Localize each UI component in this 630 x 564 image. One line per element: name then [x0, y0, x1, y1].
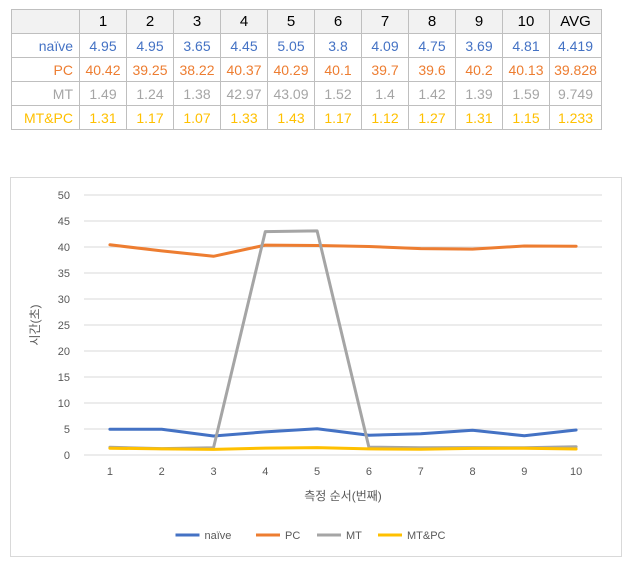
legend-label: PC [285, 530, 300, 542]
series-line-3 [108, 229, 578, 451]
table-cell: 1.4 [361, 81, 409, 106]
y-tick-label: 0 [64, 450, 70, 462]
table-cell: 43.09 [267, 81, 315, 106]
table-header-cell: 4 [220, 9, 268, 34]
x-tick-label: 5 [314, 466, 320, 478]
y-tick-label: 5 [64, 424, 70, 436]
table-header-cell: 5 [267, 9, 315, 34]
table-cell: 40.13 [502, 57, 550, 82]
table-header-cell: 1 [79, 9, 127, 34]
x-tick-label: 7 [418, 466, 424, 478]
x-tick-label: 3 [210, 466, 216, 478]
table-cell: 40.37 [220, 57, 268, 82]
table-cell: 1.27 [408, 105, 456, 130]
table-cell: 3.65 [173, 33, 221, 58]
table-header-cell: 10 [502, 9, 550, 34]
table-cell: 38.22 [173, 57, 221, 82]
series-line-1 [108, 427, 578, 438]
table-corner-cell [11, 9, 80, 34]
x-tick-label: 2 [159, 466, 165, 478]
table-header-cell: 8 [408, 9, 456, 34]
table-cell: 1.59 [502, 81, 550, 106]
y-tick-label: 30 [58, 294, 70, 306]
table-header-row: 1 2 3 4 5 6 7 8 9 10 AVG [11, 9, 602, 34]
table-cell: 1.233 [549, 105, 602, 130]
table-cell: 1.07 [173, 105, 221, 130]
table-cell: 1.33 [220, 105, 268, 130]
line-chart: 0 5 10 15 20 25 30 35 40 45 50 1 2 3 4 5 6 7 8 9 10 측정 순서(번째)… [10, 177, 622, 557]
table-cell: 1.43 [267, 105, 315, 130]
y-tick-label: 25 [58, 320, 70, 332]
table-cell: 1.24 [126, 81, 174, 106]
table-cell: 4.81 [502, 33, 550, 58]
y-tick-label: 40 [58, 242, 70, 254]
table-row: naïve 4.95 4.95 3.65 4.45 5.05 3.8 4.09 4.75 3.69… [11, 33, 602, 58]
table-cell: 4.45 [220, 33, 268, 58]
table-row-label: naïve [11, 33, 80, 58]
y-tick-label: 15 [58, 372, 70, 384]
table-header-cell: 3 [173, 9, 221, 34]
table-row-label: PC [11, 57, 80, 82]
table-header-cell: 9 [455, 9, 503, 34]
table-cell: 42.97 [220, 81, 268, 106]
table-cell: 1.52 [314, 81, 362, 106]
table-cell: 1.42 [408, 81, 456, 106]
table-cell: 40.29 [267, 57, 315, 82]
table-row-label: MT [11, 81, 80, 106]
table-header-cell: 6 [314, 9, 362, 34]
table-cell: 1.15 [502, 105, 550, 130]
y-tick-label: 50 [58, 190, 70, 202]
table-cell: 39.6 [408, 57, 456, 82]
table-header-cell: AVG [549, 9, 602, 34]
y-tick-label: 35 [58, 268, 70, 280]
y-tick-label: 10 [58, 398, 70, 410]
table-cell: 1.31 [455, 105, 503, 130]
legend-label: naïve [205, 530, 232, 542]
y-axis-title: 시간(초) [28, 304, 42, 345]
table-cell: 1.17 [126, 105, 174, 130]
table-row-label: MT&PC [11, 105, 80, 130]
table-cell: 40.42 [79, 57, 127, 82]
table-cell: 1.17 [314, 105, 362, 130]
table-header-cell: 7 [361, 9, 409, 34]
x-tick-label: 8 [469, 466, 475, 478]
legend-label: MT&PC [407, 530, 446, 542]
x-tick-label: 4 [262, 466, 268, 478]
table-cell: 9.749 [549, 81, 602, 106]
x-axis-title: 측정 순서(번째) [304, 489, 382, 503]
y-tick-label: 45 [58, 216, 70, 228]
table-cell: 4.75 [408, 33, 456, 58]
table-cell: 1.12 [361, 105, 409, 130]
table-cell: 4.419 [549, 33, 602, 58]
legend-label: MT [346, 530, 362, 542]
table-cell: 4.95 [79, 33, 127, 58]
x-tick-label: 10 [570, 466, 582, 478]
x-tick-label: 9 [521, 466, 527, 478]
table-cell: 4.09 [361, 33, 409, 58]
table-row: PC 40.42 39.25 38.22 40.37 40.29 40.1 39.7 39.6 4… [11, 57, 602, 82]
table-row: MT 1.49 1.24 1.38 42.97 43.09 1.52 1.4 1.42 1.39 1… [11, 81, 602, 106]
table-cell: 40.1 [314, 57, 362, 82]
series-line-2 [108, 243, 578, 258]
x-tick-label: 1 [107, 466, 113, 478]
table-cell: 39.828 [549, 57, 602, 82]
table-cell: 1.31 [79, 105, 127, 130]
table-cell: 4.95 [126, 33, 174, 58]
table-cell: 40.2 [455, 57, 503, 82]
table-cell: 39.25 [126, 57, 174, 82]
table-cell: 39.7 [361, 57, 409, 82]
table-row: MT&PC 1.31 1.17 1.07 1.33 1.43 1.17 1.12 1.27 1.3… [11, 105, 602, 130]
data-table: 1 2 3 4 5 6 7 8 9 10 AVG naïve 4.95 4.95 3.65 4.45 5.05 3… [11, 9, 602, 130]
table-header-cell: 2 [126, 9, 174, 34]
table-cell: 3.8 [314, 33, 362, 58]
table-cell: 1.39 [455, 81, 503, 106]
table-cell: 1.38 [173, 81, 221, 106]
table-cell: 5.05 [267, 33, 315, 58]
table-cell: 3.69 [455, 33, 503, 58]
series-line-4 [108, 446, 578, 451]
x-tick-label: 6 [366, 466, 372, 478]
table-cell: 1.49 [79, 81, 127, 106]
y-tick-label: 20 [58, 346, 70, 358]
